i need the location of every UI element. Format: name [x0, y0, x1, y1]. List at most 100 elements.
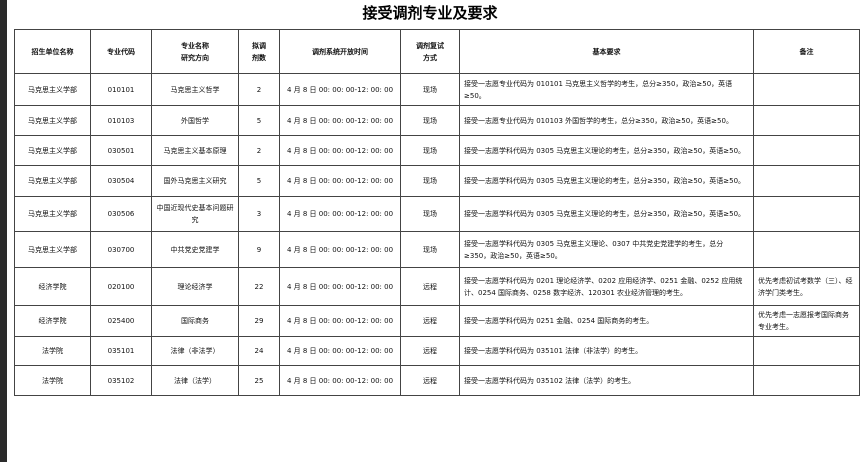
- cell-count: 2: [238, 135, 280, 166]
- cell-unit: 经济学院: [14, 267, 91, 306]
- cell-time: 4 月 8 日 00: 00: 00-12: 00: 00: [279, 267, 401, 306]
- table-row: 马克思主义学部 030501 马克思主义基本原理 2 4 月 8 日 00: 00: 0…: [14, 135, 860, 166]
- cell-time: 4 月 8 日 00: 00: 00-12: 00: 00: [279, 231, 401, 268]
- table-row: 马克思主义学部 010101 马克思主义哲学 2 4 月 8 日 00: 00: 00-…: [14, 73, 860, 106]
- cell-code: 035102: [90, 365, 152, 396]
- cell-mode: 远程: [400, 365, 460, 396]
- cell-count: 5: [238, 165, 280, 197]
- cell-note: [753, 365, 860, 396]
- cell-req: 接受一志愿学科代码为 035102 法律（法学）的考生。: [459, 365, 754, 396]
- cell-unit: 经济学院: [14, 305, 91, 337]
- cell-note: [753, 73, 860, 106]
- cell-name: 马克思主义基本原理: [151, 135, 239, 166]
- table-row: 马克思主义学部 030700 中共党史党建学 9 4 月 8 日 00: 00: 00-…: [14, 231, 860, 268]
- col-mode: 调剂复试 方式: [400, 29, 460, 74]
- cell-mode: 现场: [400, 165, 460, 197]
- cell-req: 接受一志愿学科代码为 0305 马克思主义理论的考生，总分≥350，政治≥50，…: [459, 196, 754, 232]
- cell-code: 010101: [90, 73, 152, 106]
- cell-req: 接受一志愿学科代码为 0305 马克思主义理论的考生，总分≥350，政治≥50，…: [459, 135, 754, 166]
- cell-unit: 马克思主义学部: [14, 105, 91, 136]
- cell-note: 优先考虑一志愿报考国际商务专业考生。: [753, 305, 860, 337]
- cell-code: 030506: [90, 196, 152, 232]
- cell-mode: 现场: [400, 135, 460, 166]
- cell-req: 接受一志愿专业代码为 010103 外国哲学的考生，总分≥350，政治≥50，英…: [459, 105, 754, 136]
- cell-code: 030700: [90, 231, 152, 268]
- cell-name: 理论经济学: [151, 267, 239, 306]
- cell-code: 035101: [90, 336, 152, 366]
- col-time: 调剂系统开放时间: [279, 29, 401, 74]
- col-req: 基本要求: [459, 29, 754, 74]
- table-row: 经济学院 025400 国际商务 29 4 月 8 日 00: 00: 00-12: 0…: [14, 305, 860, 337]
- cell-req: 接受一志愿学科代码为 0305 马克思主义理论、0307 中共党史党建学的考生，…: [459, 231, 754, 268]
- cell-unit: 法学院: [14, 365, 91, 396]
- cell-note: 优先考虑初试考数学（三）、经济学门类考生。: [753, 267, 860, 306]
- cell-mode: 现场: [400, 231, 460, 268]
- majors-table: 招生单位名称 专业代码 专业名称 研究方向 拟调 剂数 调剂系统开放时间 调剂复…: [14, 29, 860, 396]
- cell-req: 接受一志愿学科代码为 0201 理论经济学、0202 应用经济学、0251 金融…: [459, 267, 754, 306]
- cell-req: 接受一志愿学科代码为 0251 金融、0254 国际商务的考生。: [459, 305, 754, 337]
- cell-mode: 现场: [400, 196, 460, 232]
- cell-note: [753, 105, 860, 136]
- col-unit: 招生单位名称: [14, 29, 91, 74]
- cell-mode: 现场: [400, 105, 460, 136]
- cell-req: 接受一志愿学科代码为 0305 马克思主义理论的考生，总分≥350，政治≥50，…: [459, 165, 754, 197]
- cell-name: 外国哲学: [151, 105, 239, 136]
- table-row: 法学院 035102 法律（法学） 25 4 月 8 日 00: 00: 00-12: …: [14, 365, 860, 396]
- cell-name: 法律（法学）: [151, 365, 239, 396]
- cell-code: 030501: [90, 135, 152, 166]
- cell-note: [753, 165, 860, 197]
- cell-name: 国际商务: [151, 305, 239, 337]
- cell-note: [753, 336, 860, 366]
- table-row: 法学院 035101 法律（非法学） 24 4 月 8 日 00: 00: 00-12:…: [14, 336, 860, 366]
- cell-name: 中国近现代史基本问题研究: [151, 196, 239, 232]
- cell-time: 4 月 8 日 00: 00: 00-12: 00: 00: [279, 105, 401, 136]
- cell-count: 22: [238, 267, 280, 306]
- cell-unit: 马克思主义学部: [14, 196, 91, 232]
- cell-time: 4 月 8 日 00: 00: 00-12: 00: 00: [279, 196, 401, 232]
- cell-time: 4 月 8 日 00: 00: 00-12: 00: 00: [279, 365, 401, 396]
- col-count: 拟调 剂数: [238, 29, 280, 74]
- cell-time: 4 月 8 日 00: 00: 00-12: 00: 00: [279, 165, 401, 197]
- cell-unit: 马克思主义学部: [14, 231, 91, 268]
- cell-count: 29: [238, 305, 280, 337]
- cell-time: 4 月 8 日 00: 00: 00-12: 00: 00: [279, 336, 401, 366]
- cell-unit: 马克思主义学部: [14, 73, 91, 106]
- cell-name: 马克思主义哲学: [151, 73, 239, 106]
- cell-code: 010103: [90, 105, 152, 136]
- cell-count: 3: [238, 196, 280, 232]
- cell-time: 4 月 8 日 00: 00: 00-12: 00: 00: [279, 73, 401, 106]
- cell-mode: 现场: [400, 73, 460, 106]
- header-row: 招生单位名称 专业代码 专业名称 研究方向 拟调 剂数 调剂系统开放时间 调剂复…: [14, 29, 860, 74]
- cell-code: 025400: [90, 305, 152, 337]
- cell-mode: 远程: [400, 267, 460, 306]
- cell-note: [753, 196, 860, 232]
- cell-mode: 远程: [400, 336, 460, 366]
- cell-code: 030504: [90, 165, 152, 197]
- cell-name: 法律（非法学）: [151, 336, 239, 366]
- cell-time: 4 月 8 日 00: 00: 00-12: 00: 00: [279, 135, 401, 166]
- cell-req: 接受一志愿专业代码为 010101 马克思主义哲学的考生，总分≥350，政治≥5…: [459, 73, 754, 106]
- cell-count: 25: [238, 365, 280, 396]
- table-row: 马克思主义学部 030504 国外马克思主义研究 5 4 月 8 日 00: 00: 0…: [14, 165, 860, 197]
- cell-code: 020100: [90, 267, 152, 306]
- cell-name: 国外马克思主义研究: [151, 165, 239, 197]
- table-row: 马克思主义学部 010103 外国哲学 5 4 月 8 日 00: 00: 00-12:…: [14, 105, 860, 136]
- cell-count: 5: [238, 105, 280, 136]
- cell-time: 4 月 8 日 00: 00: 00-12: 00: 00: [279, 305, 401, 337]
- cell-count: 2: [238, 73, 280, 106]
- col-name: 专业名称 研究方向: [151, 29, 239, 74]
- cell-note: [753, 135, 860, 166]
- table-row: 马克思主义学部 030506 中国近现代史基本问题研究 3 4 月 8 日 00: 00…: [14, 196, 860, 232]
- cell-count: 24: [238, 336, 280, 366]
- cell-unit: 法学院: [14, 336, 91, 366]
- cell-req: 接受一志愿学科代码为 035101 法律（非法学）的考生。: [459, 336, 754, 366]
- cell-mode: 远程: [400, 305, 460, 337]
- cell-unit: 马克思主义学部: [14, 165, 91, 197]
- cell-note: [753, 231, 860, 268]
- page-title: 接受调剂专业及要求: [362, 4, 498, 22]
- col-code: 专业代码: [90, 29, 152, 74]
- cell-name: 中共党史党建学: [151, 231, 239, 268]
- table-row: 经济学院 020100 理论经济学 22 4 月 8 日 00: 00: 00-12: …: [14, 267, 860, 306]
- cell-count: 9: [238, 231, 280, 268]
- cell-unit: 马克思主义学部: [14, 135, 91, 166]
